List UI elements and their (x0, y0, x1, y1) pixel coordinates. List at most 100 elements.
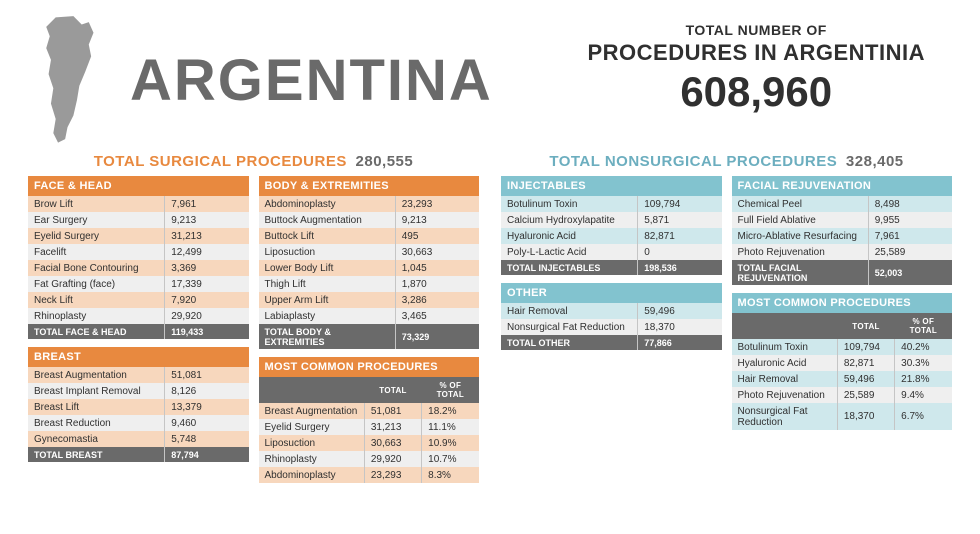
table-row: Brow Lift7,961 (28, 196, 249, 212)
row-value: 5,871 (638, 212, 722, 228)
table-row: Chemical Peel8,498 (732, 196, 953, 212)
row-label: Neck Lift (28, 292, 165, 308)
header: ARGENTINA TOTAL NUMBER OF PROCEDURES IN … (0, 0, 980, 145)
row-value: 7,961 (165, 196, 249, 212)
row-label: Breast Augmentation (28, 367, 165, 383)
row-value: 9,460 (165, 415, 249, 431)
surgical-most-common-table: MOST COMMON PROCEDURESTOTAL% OF TOTALBre… (259, 357, 480, 483)
row-value: 12,499 (165, 244, 249, 260)
other-table: OTHERHair Removal59,496Nonsurgical Fat R… (501, 283, 722, 350)
nonsurgical-total: 328,405 (846, 153, 904, 170)
row-label: Facelift (28, 244, 165, 260)
total-row: TOTAL BODY & EXTREMITIES73,329 (259, 324, 480, 349)
table-row: Liposuction30,66310.9% (259, 435, 480, 451)
table-header: FACE & HEAD (28, 176, 249, 196)
row-label: Ear Surgery (28, 212, 165, 228)
row-value: 17,339 (165, 276, 249, 292)
row-total: 18,370 (837, 403, 894, 430)
row-value: 5,748 (165, 431, 249, 447)
table-row: Rhinoplasty29,92010.7% (259, 451, 480, 467)
row-value: 51,081 (165, 367, 249, 383)
row-value: 495 (395, 228, 479, 244)
surgical-section: TOTAL SURGICAL PROCEDURES 280,555 FACE &… (28, 145, 479, 483)
row-pct: 10.7% (422, 451, 479, 467)
table-row: Full Field Ablative9,955 (732, 212, 953, 228)
total-row: TOTAL FACIAL REJUVENATION52,003 (732, 260, 953, 285)
row-label: Facial Bone Contouring (28, 260, 165, 276)
table-row: Breast Augmentation51,081 (28, 367, 249, 383)
table-row: Upper Arm Lift3,286 (259, 292, 480, 308)
table-row: Eyelid Surgery31,213 (28, 228, 249, 244)
table-row: Lower Body Lift1,045 (259, 260, 480, 276)
total-label: TOTAL BREAST (28, 447, 165, 462)
total-value: 87,794 (165, 447, 249, 462)
body-extremities-table: BODY & EXTREMITIESAbdominoplasty23,293Bu… (259, 176, 480, 349)
row-label: Nonsurgical Fat Reduction (732, 403, 838, 430)
row-value: 82,871 (638, 228, 722, 244)
row-pct: 11.1% (422, 419, 479, 435)
table-row: Botulinum Toxin109,794 (501, 196, 722, 212)
row-pct: 6.7% (895, 403, 952, 430)
table-row: Breast Lift13,379 (28, 399, 249, 415)
row-label: Breast Augmentation (259, 403, 365, 419)
row-label: Hyaluronic Acid (501, 228, 638, 244)
row-label: Gynecomastia (28, 431, 165, 447)
table-row: Photo Rejuvenation25,5899.4% (732, 387, 953, 403)
row-label: Eyelid Surgery (259, 419, 365, 435)
row-label: Rhinoplasty (259, 451, 365, 467)
total-label-line2: PROCEDURES IN ARGENTINIA (587, 40, 925, 66)
surgical-title: TOTAL SURGICAL PROCEDURES 280,555 (28, 153, 479, 170)
row-pct: 10.9% (422, 435, 479, 451)
row-label: Rhinoplasty (28, 308, 165, 324)
argentina-map-icon (30, 15, 105, 145)
table-row: Fat Grafting (face)17,339 (28, 276, 249, 292)
table-row: Liposuction30,663 (259, 244, 480, 260)
facial-rejuvenation-table: FACIAL REJUVENATIONChemical Peel8,498Ful… (732, 176, 953, 285)
col-total: TOTAL (364, 377, 421, 403)
total-row: TOTAL FACE & HEAD119,433 (28, 324, 249, 339)
table-header: MOST COMMON PROCEDURES (259, 357, 480, 377)
row-value: 3,465 (395, 308, 479, 324)
total-label: TOTAL INJECTABLES (501, 260, 638, 275)
total-value: 198,536 (638, 260, 722, 275)
row-total: 23,293 (364, 467, 421, 483)
row-value: 30,663 (395, 244, 479, 260)
row-total: 25,589 (837, 387, 894, 403)
row-total: 51,081 (364, 403, 421, 419)
row-label: Brow Lift (28, 196, 165, 212)
table-row: Ear Surgery9,213 (28, 212, 249, 228)
total-label: TOTAL BODY & EXTREMITIES (259, 324, 396, 349)
row-label: Buttock Lift (259, 228, 396, 244)
table-row: Nonsurgical Fat Reduction18,3706.7% (732, 403, 953, 430)
row-value: 9,955 (868, 212, 952, 228)
row-label: Botulinum Toxin (501, 196, 638, 212)
table-row: Facelift12,499 (28, 244, 249, 260)
row-label: Hyaluronic Acid (732, 355, 838, 371)
table-header: OTHER (501, 283, 722, 303)
row-label: Buttock Augmentation (259, 212, 396, 228)
row-label: Breast Implant Removal (28, 383, 165, 399)
row-value: 59,496 (638, 303, 722, 319)
row-pct: 21.8% (895, 371, 952, 387)
total-number: 608,960 (587, 68, 925, 116)
total-value: 73,329 (395, 324, 479, 349)
table-row: Facial Bone Contouring3,369 (28, 260, 249, 276)
row-label: Micro-Ablative Resurfacing (732, 228, 869, 244)
table-row: Buttock Augmentation9,213 (259, 212, 480, 228)
row-label: Full Field Ablative (732, 212, 869, 228)
row-label: Thigh Lift (259, 276, 396, 292)
col-pct: % OF TOTAL (895, 313, 952, 339)
row-label: Labiaplasty (259, 308, 396, 324)
col-total: TOTAL (837, 313, 894, 339)
table-row: Neck Lift7,920 (28, 292, 249, 308)
row-label: Liposuction (259, 435, 365, 451)
total-label-line1: TOTAL NUMBER OF (587, 22, 925, 38)
row-value: 9,213 (395, 212, 479, 228)
table-row: Gynecomastia5,748 (28, 431, 249, 447)
row-total: 31,213 (364, 419, 421, 435)
injectables-table: INJECTABLESBotulinum Toxin109,794Calcium… (501, 176, 722, 275)
row-value: 109,794 (638, 196, 722, 212)
row-total: 59,496 (837, 371, 894, 387)
country-title: ARGENTINA (130, 47, 493, 114)
row-pct: 40.2% (895, 339, 952, 355)
